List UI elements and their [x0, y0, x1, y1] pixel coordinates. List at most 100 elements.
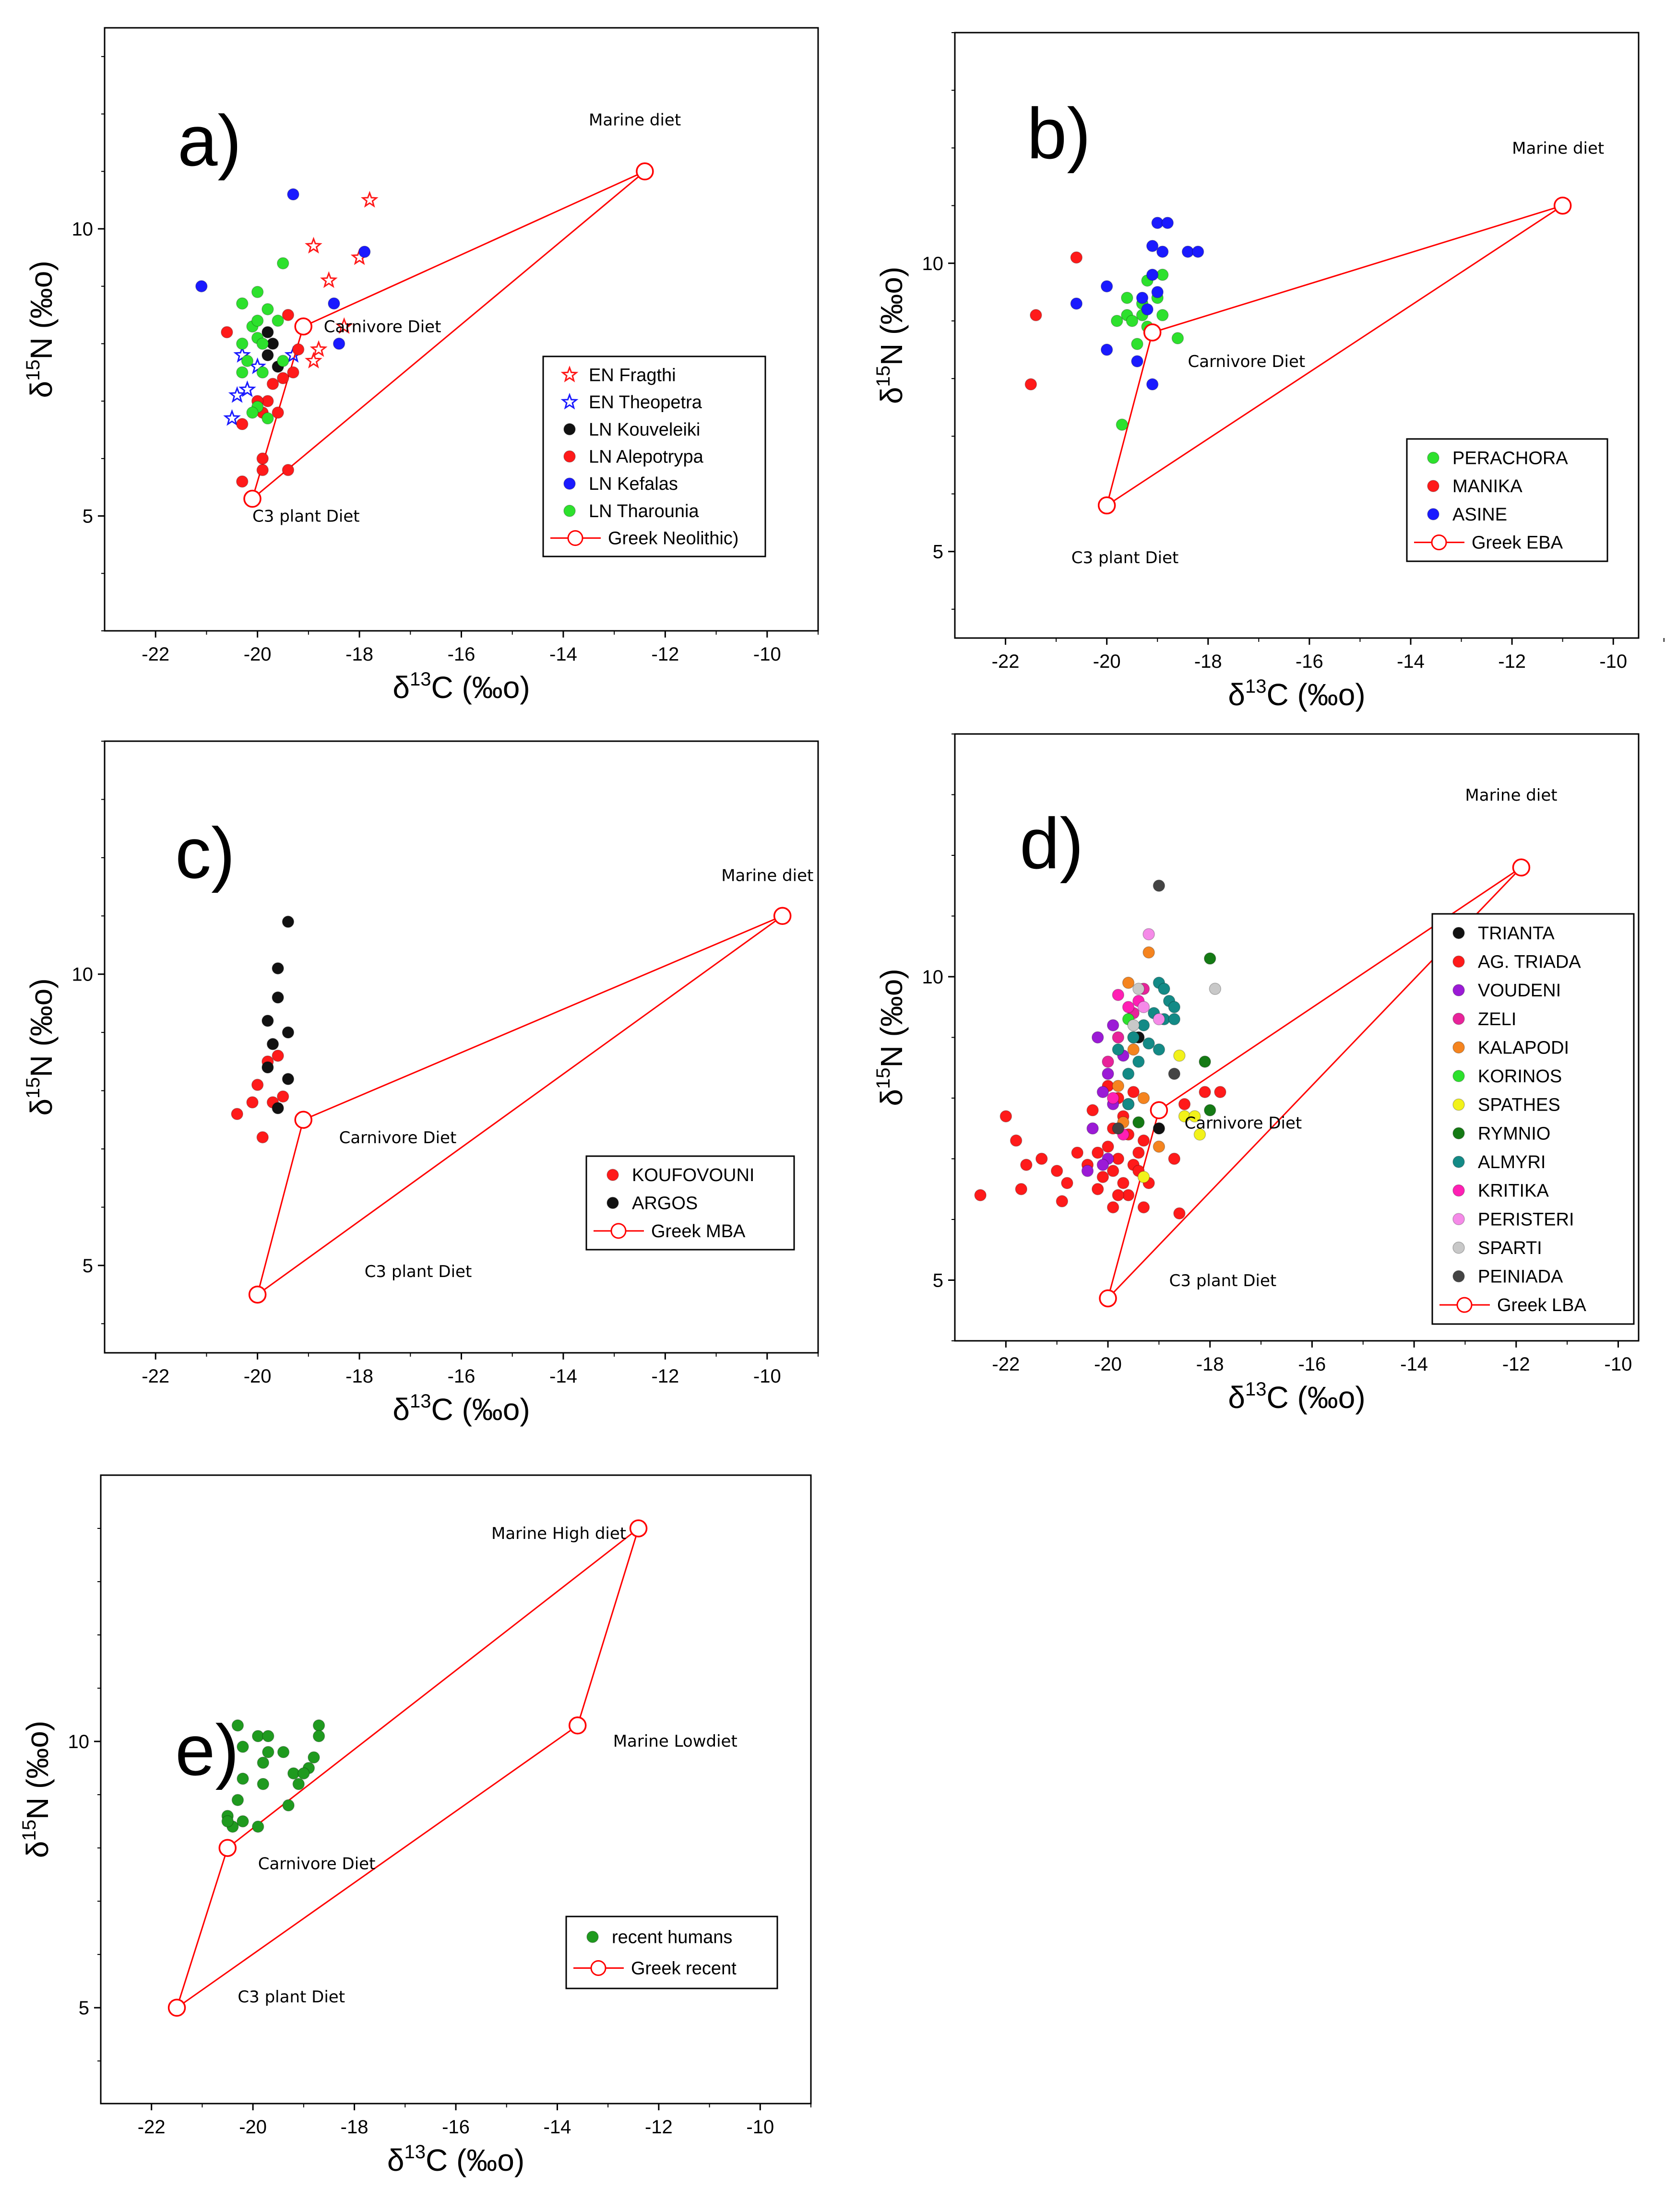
- y-tick-label: 10: [922, 967, 944, 988]
- diet-vertex-marker: [1099, 1289, 1117, 1308]
- data-point-ln-tharounia: [277, 355, 289, 367]
- chart-panel-c: -22 -20 -18 -16 -14 -12 -10 5 10 δ13C (‰o) δ15N (‰…: [23, 740, 819, 1427]
- data-point-koufovouni: [256, 1131, 269, 1144]
- data-point-argos: [272, 991, 284, 1004]
- x-tick-label: -12: [651, 1366, 679, 1387]
- y-tick-label: 5: [933, 1270, 943, 1291]
- legend-marker: [1452, 1184, 1465, 1197]
- legend-marker: [1452, 984, 1465, 996]
- x-tick-label: -20: [1093, 651, 1121, 672]
- legend-entry: EN Theopetra: [589, 392, 702, 413]
- legend-marker: [610, 1223, 627, 1239]
- data-point-ag-triada: [1035, 1152, 1048, 1165]
- data-point-asine: [1146, 239, 1159, 252]
- x-tick-label: -10: [746, 2117, 774, 2138]
- data-point-ag-triada: [1106, 1165, 1119, 1177]
- data-point-sparti: [1209, 982, 1222, 995]
- diet-vertex-marker: [243, 489, 262, 508]
- x-tick-label: -18: [345, 1366, 373, 1387]
- data-point-trianta: [1153, 1122, 1166, 1135]
- x-tick-label: -16: [1298, 1354, 1326, 1375]
- panel-label: e): [175, 1710, 239, 1790]
- data-point-recent-humans: [262, 1746, 274, 1759]
- x-tick-label: -10: [1599, 651, 1627, 672]
- data-point-almyri: [1122, 1067, 1135, 1080]
- data-point-asine: [1146, 269, 1159, 281]
- legend-marker: [1452, 955, 1465, 968]
- legend-marker: [1452, 1242, 1465, 1254]
- data-point-voudeni: [1081, 1165, 1094, 1177]
- legend-entry: PERISTERI: [1478, 1209, 1574, 1230]
- legend-marker: [1427, 451, 1439, 464]
- legend-entry: TRIANTA: [1478, 923, 1555, 944]
- data-point-koufovouni: [246, 1096, 259, 1109]
- data-point-ag-triada: [1050, 1165, 1063, 1177]
- legend-entry: ZELI: [1478, 1009, 1516, 1029]
- diet-label: Marine diet: [589, 111, 681, 130]
- data-point-en-fragthi: [320, 271, 338, 288]
- data-point-sparti: [1127, 1019, 1140, 1031]
- data-point-kalapodi: [1127, 1043, 1140, 1056]
- legend-marker: [607, 1169, 619, 1181]
- data-point-recent-humans: [282, 1799, 295, 1812]
- diet-polygon: [1106, 205, 1563, 508]
- data-point-spathes: [1137, 1171, 1150, 1183]
- legend-marker: [1452, 1041, 1465, 1054]
- data-point-ln-kefalas: [333, 337, 345, 350]
- x-tick-label: -20: [1094, 1354, 1122, 1375]
- y-tick-label: 5: [933, 542, 943, 563]
- data-point-ln-tharounia: [246, 406, 259, 419]
- data-point-asine: [1100, 280, 1113, 293]
- x-axis-title: δ13C (‰o): [392, 669, 530, 705]
- x-tick-label: -22: [992, 1354, 1020, 1375]
- data-point-asine: [1136, 292, 1149, 304]
- y-axis-title: δ15N (‰o): [873, 267, 909, 404]
- diet-label: Marine diet: [1465, 786, 1557, 805]
- legend-marker: [1427, 480, 1439, 492]
- data-point-en-theopetra: [223, 409, 241, 426]
- data-point-spathes: [1193, 1128, 1206, 1141]
- legend-marker: [1452, 1013, 1465, 1025]
- x-tick-label: -10: [1605, 1354, 1632, 1375]
- data-point-en-fragthi: [360, 190, 379, 208]
- panel-label: a): [178, 100, 241, 181]
- data-point-ag-triada: [1010, 1134, 1023, 1147]
- data-point-asine: [1151, 286, 1164, 298]
- diet-vertex-marker: [294, 317, 312, 336]
- legend-marker: [1452, 927, 1465, 939]
- data-point-ln-alepotrypa: [272, 406, 284, 419]
- data-point-perachora: [1171, 332, 1184, 344]
- data-point-asine: [1141, 303, 1154, 316]
- data-point-argos: [282, 1026, 295, 1039]
- data-point-ag-triada: [1092, 1147, 1104, 1159]
- data-point-manika: [1070, 251, 1083, 264]
- data-point-kalapodi: [1153, 1140, 1166, 1153]
- data-point-ln-kouveleiki: [262, 326, 274, 339]
- data-point-kalapodi: [1122, 976, 1135, 989]
- data-point-rymnio: [1132, 1116, 1145, 1129]
- x-tick-label: -14: [1400, 1354, 1428, 1375]
- y-axis-title: δ15N (‰o): [873, 969, 909, 1106]
- x-tick-label: -22: [142, 1366, 169, 1387]
- data-point-recent-humans: [262, 1730, 274, 1742]
- y-tick-label: 10: [922, 253, 944, 274]
- diet-vertex-marker: [248, 1285, 267, 1304]
- diet-label: Carnivore Diet: [258, 1855, 376, 1874]
- legend-marker: [567, 530, 583, 546]
- data-point-ln-tharounia: [262, 412, 274, 425]
- x-tick-label: -10: [753, 1366, 781, 1387]
- x-axis-title: δ13C (‰o): [387, 2141, 524, 2177]
- data-point-ag-triada: [1061, 1177, 1073, 1189]
- y-tick-label: 10: [68, 1731, 90, 1752]
- x-tick-label: -14: [1397, 651, 1425, 672]
- data-point-recent-humans: [312, 1719, 325, 1732]
- data-point-recent-humans: [308, 1751, 320, 1764]
- data-point-spathes: [1189, 1110, 1201, 1123]
- x-tick-label: -16: [1296, 651, 1323, 672]
- y-tick-label: 10: [72, 219, 94, 240]
- data-point-recent-humans: [292, 1778, 305, 1790]
- diet-label: Marine Lowdiet: [613, 1732, 737, 1751]
- x-tick-label: -14: [549, 644, 577, 665]
- data-point-ln-kefalas: [287, 188, 299, 201]
- data-point-ag-triada: [1137, 1134, 1150, 1147]
